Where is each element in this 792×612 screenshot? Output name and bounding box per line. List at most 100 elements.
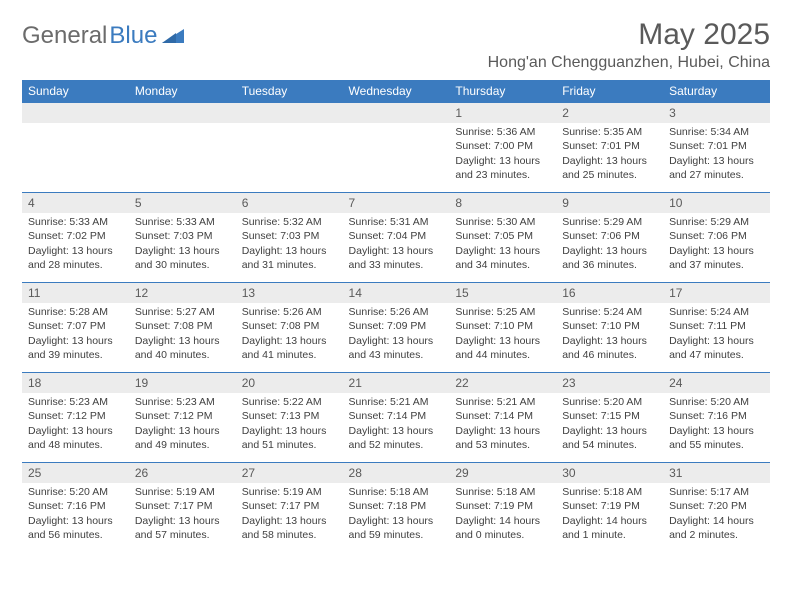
sunrise-text: Sunrise: 5:32 AM xyxy=(242,215,337,229)
sunrise-text: Sunrise: 5:20 AM xyxy=(562,395,657,409)
sunset-text: Sunset: 7:05 PM xyxy=(455,229,550,243)
day-number: 26 xyxy=(129,463,236,483)
day-number: 31 xyxy=(663,463,770,483)
calendar-page: General Blue May 2025 Hong'an Chengguanz… xyxy=(0,0,792,563)
logo-triangle-icon xyxy=(162,27,184,48)
day-number: 8 xyxy=(449,193,556,213)
calendar-day-cell: 3Sunrise: 5:34 AMSunset: 7:01 PMDaylight… xyxy=(663,103,770,193)
day-number-empty xyxy=(343,103,450,123)
day-number: 16 xyxy=(556,283,663,303)
daylight-text: Daylight: 13 hours and 59 minutes. xyxy=(349,514,444,542)
day-number: 24 xyxy=(663,373,770,393)
day-detail: Sunrise: 5:24 AMSunset: 7:10 PMDaylight:… xyxy=(556,303,663,366)
day-detail: Sunrise: 5:25 AMSunset: 7:10 PMDaylight:… xyxy=(449,303,556,366)
day-number: 10 xyxy=(663,193,770,213)
sunrise-text: Sunrise: 5:22 AM xyxy=(242,395,337,409)
calendar-day-cell: 26Sunrise: 5:19 AMSunset: 7:17 PMDayligh… xyxy=(129,463,236,553)
daylight-text: Daylight: 13 hours and 33 minutes. xyxy=(349,244,444,272)
day-detail: Sunrise: 5:26 AMSunset: 7:09 PMDaylight:… xyxy=(343,303,450,366)
calendar-day-cell: 24 Sunrise: 5:20 AMSunset: 7:16 PMDayligh… xyxy=(663,373,770,463)
daylight-text: Daylight: 13 hours and 41 minutes. xyxy=(242,334,337,362)
day-number: 17 xyxy=(663,283,770,303)
day-number: 14 xyxy=(343,283,450,303)
calendar-day-cell: 10Sunrise: 5:29 AMSunset: 7:06 PMDayligh… xyxy=(663,193,770,283)
sunrise-text: Sunrise: 5:18 AM xyxy=(562,485,657,499)
sunrise-text: Sunrise: 5:28 AM xyxy=(28,305,123,319)
sunrise-text: Sunrise: 5:24 AM xyxy=(669,305,764,319)
calendar-day-cell: 12Sunrise: 5:27 AMSunset: 7:08 PMDayligh… xyxy=(129,283,236,373)
day-detail: Sunrise: 5:19 AMSunset: 7:17 PMDaylight:… xyxy=(236,483,343,546)
sunset-text: Sunset: 7:08 PM xyxy=(135,319,230,333)
calendar-day-cell: 25Sunrise: 5:20 AMSunset: 7:16 PMDayligh… xyxy=(22,463,129,553)
sunrise-text: Sunrise: 5:25 AM xyxy=(455,305,550,319)
day-number: 3 xyxy=(663,103,770,123)
day-detail: Sunrise: 5:26 AMSunset: 7:08 PMDaylight:… xyxy=(236,303,343,366)
sunset-text: Sunset: 7:19 PM xyxy=(562,499,657,513)
calendar-body: 1Sunrise: 5:36 AMSunset: 7:00 PMDaylight… xyxy=(22,103,770,553)
daylight-text: Daylight: 13 hours and 23 minutes. xyxy=(455,154,550,182)
day-detail: Sunrise: 5:18 AMSunset: 7:18 PMDaylight:… xyxy=(343,483,450,546)
sunset-text: Sunset: 7:06 PM xyxy=(562,229,657,243)
sunset-text: Sunset: 7:17 PM xyxy=(135,499,230,513)
daylight-text: Daylight: 14 hours and 2 minutes. xyxy=(669,514,764,542)
day-detail: Sunrise: 5:30 AMSunset: 7:05 PMDaylight:… xyxy=(449,213,556,276)
day-detail: Sunrise: 5:29 AMSunset: 7:06 PMDaylight:… xyxy=(556,213,663,276)
sunrise-text: Sunrise: 5:24 AM xyxy=(562,305,657,319)
sunrise-text: Sunrise: 5:33 AM xyxy=(28,215,123,229)
calendar-day-cell: 21Sunrise: 5:21 AMSunset: 7:14 PMDayligh… xyxy=(343,373,450,463)
day-detail: Sunrise: 5:20 AMSunset: 7:15 PMDaylight:… xyxy=(556,393,663,456)
calendar-day-cell: 14Sunrise: 5:26 AMSunset: 7:09 PMDayligh… xyxy=(343,283,450,373)
sunset-text: Sunset: 7:12 PM xyxy=(28,409,123,423)
weekday-header: Tuesday xyxy=(236,80,343,103)
calendar-day-cell: 11Sunrise: 5:28 AMSunset: 7:07 PMDayligh… xyxy=(22,283,129,373)
calendar-day-cell xyxy=(343,103,450,193)
sunset-text: Sunset: 7:03 PM xyxy=(242,229,337,243)
day-detail: Sunrise: 5:18 AMSunset: 7:19 PMDaylight:… xyxy=(556,483,663,546)
weekday-header: Friday xyxy=(556,80,663,103)
daylight-text: Daylight: 13 hours and 46 minutes. xyxy=(562,334,657,362)
day-detail: Sunrise: 5:22 AMSunset: 7:13 PMDaylight:… xyxy=(236,393,343,456)
sunset-text: Sunset: 7:16 PM xyxy=(28,499,123,513)
sunrise-text: Sunrise: 5:35 AM xyxy=(562,125,657,139)
day-number: 19 xyxy=(129,373,236,393)
sunset-text: Sunset: 7:04 PM xyxy=(349,229,444,243)
sunset-text: Sunset: 7:03 PM xyxy=(135,229,230,243)
daylight-text: Daylight: 13 hours and 36 minutes. xyxy=(562,244,657,272)
calendar-day-cell: 22Sunrise: 5:21 AMSunset: 7:14 PMDayligh… xyxy=(449,373,556,463)
daylight-text: Daylight: 13 hours and 40 minutes. xyxy=(135,334,230,362)
day-number: 20 xyxy=(236,373,343,393)
day-detail: Sunrise: 5:23 AMSunset: 7:12 PMDaylight:… xyxy=(129,393,236,456)
calendar-week-row: 1Sunrise: 5:36 AMSunset: 7:00 PMDaylight… xyxy=(22,103,770,193)
day-number: 7 xyxy=(343,193,450,213)
day-detail: Sunrise: 5:17 AMSunset: 7:20 PMDaylight:… xyxy=(663,483,770,546)
weekday-header: Sunday xyxy=(22,80,129,103)
sunset-text: Sunset: 7:06 PM xyxy=(669,229,764,243)
daylight-text: Daylight: 13 hours and 52 minutes. xyxy=(349,424,444,452)
day-detail: Sunrise: 5:28 AMSunset: 7:07 PMDaylight:… xyxy=(22,303,129,366)
day-detail: Sunrise: 5:18 AMSunset: 7:19 PMDaylight:… xyxy=(449,483,556,546)
weekday-header: Wednesday xyxy=(343,80,450,103)
day-number: 13 xyxy=(236,283,343,303)
sunrise-text: Sunrise: 5:18 AM xyxy=(455,485,550,499)
daylight-text: Daylight: 13 hours and 55 minutes. xyxy=(669,424,764,452)
daylight-text: Daylight: 14 hours and 0 minutes. xyxy=(455,514,550,542)
daylight-text: Daylight: 13 hours and 48 minutes. xyxy=(28,424,123,452)
daylight-text: Daylight: 13 hours and 54 minutes. xyxy=(562,424,657,452)
sunset-text: Sunset: 7:19 PM xyxy=(455,499,550,513)
sunrise-text: Sunrise: 5:20 AM xyxy=(669,395,764,409)
day-number: 29 xyxy=(449,463,556,483)
logo-text-blue: Blue xyxy=(109,22,157,50)
day-detail: Sunrise: 5:21 AMSunset: 7:14 PMDaylight:… xyxy=(449,393,556,456)
day-detail: Sunrise: 5:24 AMSunset: 7:11 PMDaylight:… xyxy=(663,303,770,366)
sunrise-text: Sunrise: 5:21 AM xyxy=(455,395,550,409)
logo: General Blue xyxy=(22,22,184,50)
day-detail: Sunrise: 5:21 AMSunset: 7:14 PMDaylight:… xyxy=(343,393,450,456)
day-number: 22 xyxy=(449,373,556,393)
daylight-text: Daylight: 13 hours and 27 minutes. xyxy=(669,154,764,182)
sunrise-text: Sunrise: 5:33 AM xyxy=(135,215,230,229)
day-number: 23 xyxy=(556,373,663,393)
sunset-text: Sunset: 7:16 PM xyxy=(669,409,764,423)
calendar-day-cell: 2Sunrise: 5:35 AMSunset: 7:01 PMDaylight… xyxy=(556,103,663,193)
daylight-text: Daylight: 13 hours and 39 minutes. xyxy=(28,334,123,362)
daylight-text: Daylight: 13 hours and 44 minutes. xyxy=(455,334,550,362)
